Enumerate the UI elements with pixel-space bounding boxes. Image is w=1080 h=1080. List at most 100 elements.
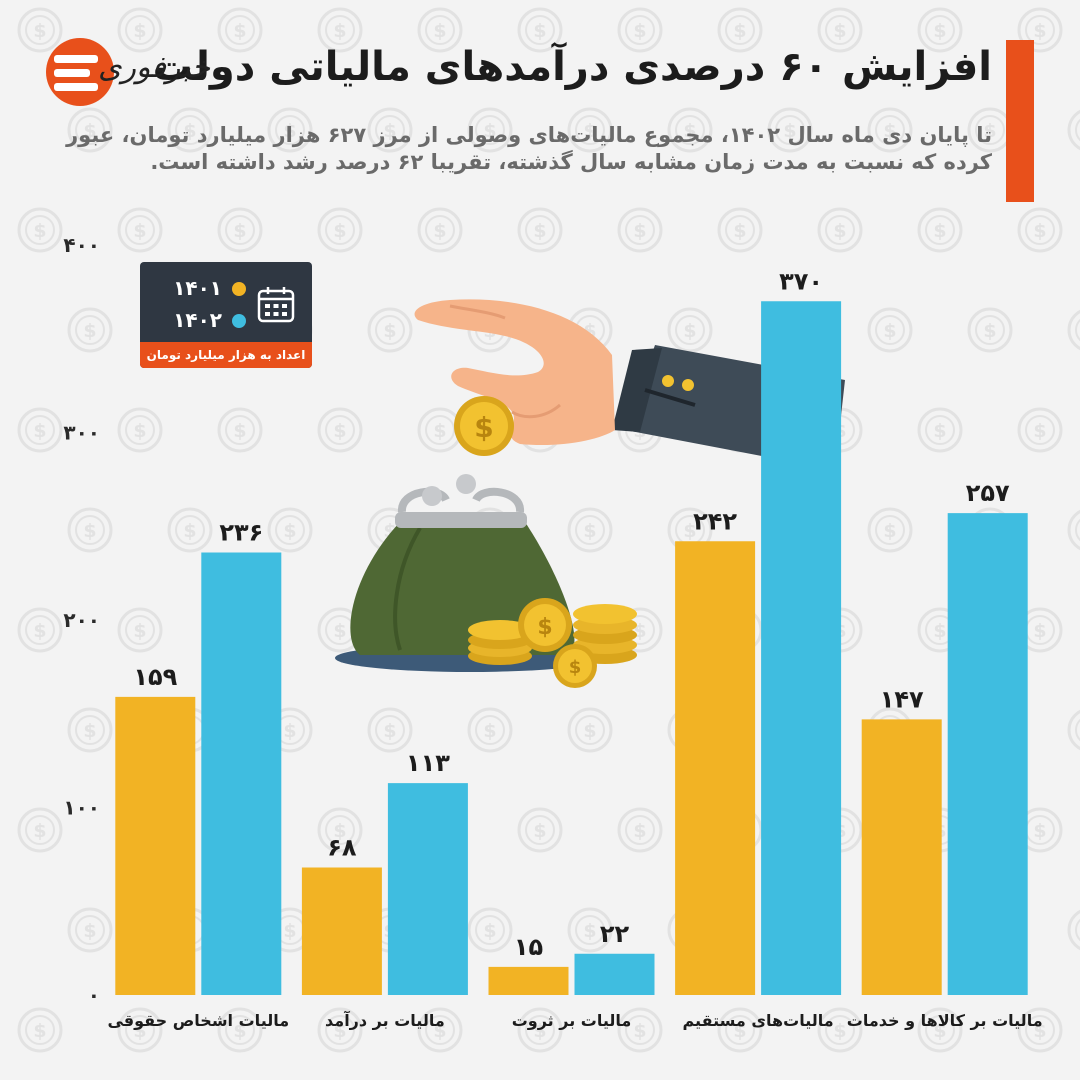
- svg-text:$: $: [333, 1020, 346, 1042]
- dollar-coin-icon: $: [417, 207, 463, 253]
- bar-value-label: ۲۲: [600, 920, 630, 948]
- dollar-coin-icon: $: [267, 507, 313, 553]
- dollar-coin-icon: $: [817, 7, 863, 53]
- svg-text:$: $: [183, 520, 196, 542]
- dollar-coin-icon: $: [67, 507, 113, 553]
- dollar-coin-icon: $: [917, 207, 963, 253]
- dollar-coin-icon: $: [517, 807, 563, 853]
- dollar-coin-icon: $: [467, 907, 513, 953]
- svg-text:$: $: [1033, 620, 1046, 642]
- x-category-label: مالیات‌های مستقیم: [683, 1011, 834, 1030]
- bar: [488, 966, 569, 995]
- svg-text:$: $: [1033, 1020, 1046, 1042]
- dollar-coin-icon: $: [1067, 709, 1080, 751]
- svg-text:$: $: [33, 620, 46, 642]
- bar-value-label: ۲۴۲: [693, 507, 737, 535]
- dollar-coin-icon: $: [17, 607, 63, 653]
- svg-text:$: $: [633, 820, 646, 842]
- dollar-coin-icon: $: [867, 507, 913, 553]
- svg-text:$: $: [333, 20, 346, 42]
- dollar-coin-icon: $: [617, 7, 663, 53]
- dollar-coin-icon: $: [1017, 407, 1063, 453]
- svg-text:$: $: [483, 120, 496, 142]
- svg-text:$: $: [533, 820, 546, 842]
- svg-text:$: $: [833, 20, 846, 42]
- svg-text:$: $: [583, 120, 596, 142]
- x-category-label: مالیات اشخاص حقوقی: [107, 1011, 289, 1030]
- svg-text:$: $: [433, 1020, 446, 1042]
- legend-swatch: [232, 314, 246, 328]
- dollar-coin-icon: $: [1017, 207, 1063, 253]
- svg-text:$: $: [933, 420, 946, 442]
- dollar-coin-icon: $: [917, 7, 963, 53]
- dollar-coin-icon: $: [817, 207, 863, 253]
- dollar-coin-icon: $: [617, 807, 663, 853]
- bar-value-label: ۱۵: [514, 933, 543, 961]
- svg-text:$: $: [633, 1020, 646, 1042]
- legend-label: ۱۴۰۲: [173, 308, 222, 332]
- svg-text:$: $: [33, 420, 46, 442]
- bar: [115, 696, 196, 995]
- bar: [387, 783, 468, 995]
- dollar-coin-icon: $: [217, 1007, 263, 1053]
- dollar-coin-icon: $: [367, 307, 413, 353]
- svg-text:$: $: [933, 1020, 946, 1042]
- bar-value-label: ۶۸: [327, 834, 357, 862]
- svg-text:$: $: [733, 20, 746, 42]
- y-tick-label: ۰: [88, 983, 100, 1007]
- dollar-coin-icon: $: [917, 407, 963, 453]
- legend-unit-note: اعداد به هزار میلیارد تومان است: [140, 342, 312, 368]
- dollar-coin-icon: $: [17, 1007, 63, 1053]
- dollar-coin-icon: $: [117, 607, 163, 653]
- bar: [301, 867, 382, 995]
- svg-text:$: $: [433, 20, 446, 42]
- svg-text:$: $: [933, 620, 946, 642]
- header-accent-bar: [1006, 40, 1034, 202]
- dollar-coin-icon: $: [17, 807, 63, 853]
- svg-text:$: $: [233, 220, 246, 242]
- svg-text:$: $: [383, 120, 396, 142]
- dollar-coin-icon: $: [417, 1007, 463, 1053]
- svg-text:$: $: [1033, 820, 1046, 842]
- bar-value-label: ۱۴۷: [880, 685, 924, 713]
- svg-text:$: $: [683, 120, 696, 142]
- svg-text:$: $: [983, 320, 996, 342]
- dollar-coin-icon: $: [867, 107, 913, 153]
- dollar-coin-icon: $: [567, 507, 613, 553]
- svg-text:$: $: [683, 520, 696, 542]
- svg-text:$: $: [483, 720, 496, 742]
- brand-logo-icon: [46, 38, 114, 106]
- svg-text:$: $: [33, 820, 46, 842]
- svg-text:$: $: [183, 120, 196, 142]
- svg-text:$: $: [533, 220, 546, 242]
- svg-text:$: $: [133, 20, 146, 42]
- svg-text:$: $: [569, 657, 582, 678]
- coin-stack-icon: $ $: [468, 598, 637, 688]
- bar: [861, 719, 942, 995]
- svg-text:$: $: [283, 720, 296, 742]
- dollar-coin-icon: $: [967, 307, 1013, 353]
- brand-name: خبرفوری: [98, 50, 210, 85]
- svg-text:$: $: [633, 220, 646, 242]
- bar-value-label: ۲۳۶: [219, 519, 263, 547]
- svg-text:$: $: [133, 620, 146, 642]
- svg-text:$: $: [333, 820, 346, 842]
- y-tick-label: ۱۰۰: [63, 796, 100, 820]
- dollar-coin-icon: $: [817, 1007, 863, 1053]
- dollar-coin-icon: $: [167, 507, 213, 553]
- svg-text:$: $: [133, 420, 146, 442]
- svg-text:$: $: [1033, 20, 1046, 42]
- bar-chart: ۰ ۱۰۰ ۲۰۰ ۳۰۰ ۴۰۰ ۱۵۹ ۲۳۶ مالیات اشخاص حقوقی ۶۸ ۱…: [63, 233, 1042, 1030]
- dollar-coin-icon: $: [17, 207, 63, 253]
- svg-text:$: $: [1033, 420, 1046, 442]
- dollar-coin-icon: $: [717, 7, 763, 53]
- dollar-coin-icon: $: [317, 1007, 363, 1053]
- svg-text:$: $: [133, 1020, 146, 1042]
- svg-text:$: $: [133, 220, 146, 242]
- svg-text:$: $: [633, 20, 646, 42]
- dollar-coin-icon: $: [67, 707, 113, 753]
- legend: ۱۴۰۱ ۱۴۰۲ اعداد به هزار میلیارد تومان اس…: [140, 262, 312, 368]
- page-subtitle: تا پایان دی ماه سال ۱۴۰۲، مجموع مالیات‌ه…: [66, 123, 992, 174]
- svg-text:$: $: [333, 620, 346, 642]
- svg-text:$: $: [333, 220, 346, 242]
